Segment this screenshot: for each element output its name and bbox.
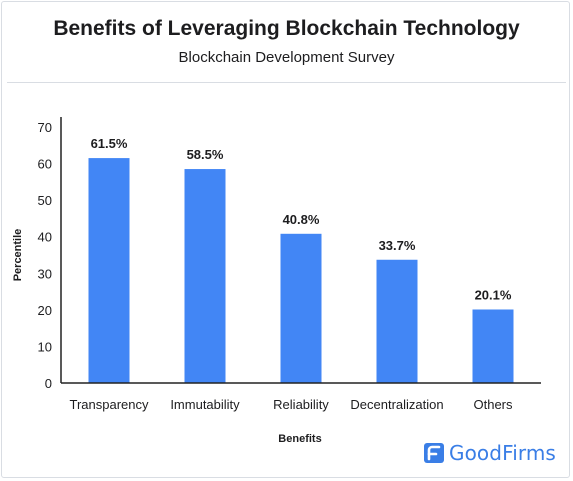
bar bbox=[472, 309, 514, 383]
bar bbox=[280, 233, 322, 383]
x-tick-label: Transparency bbox=[70, 397, 149, 412]
data-label: 61.5% bbox=[91, 136, 128, 151]
y-tick-label: 60 bbox=[38, 157, 52, 172]
x-tick-label: Others bbox=[473, 397, 513, 412]
y-tick-label: 10 bbox=[38, 339, 52, 354]
y-tick-label: 30 bbox=[38, 266, 52, 281]
bar bbox=[376, 259, 418, 383]
header-divider bbox=[7, 82, 566, 83]
bar bbox=[88, 158, 130, 383]
y-axis-title: Percentile bbox=[12, 229, 24, 282]
x-axis-title: Benefits bbox=[278, 433, 321, 445]
x-tick-label: Decentralization bbox=[350, 397, 443, 412]
y-tick-label: 0 bbox=[45, 376, 52, 391]
y-tick-label: 40 bbox=[38, 230, 52, 245]
y-tick-label: 70 bbox=[38, 120, 52, 135]
data-label: 40.8% bbox=[283, 212, 320, 227]
chart-title: Benefits of Leveraging Blockchain Techno… bbox=[53, 17, 520, 40]
brand-logo: GoodFirms bbox=[424, 440, 556, 466]
bar bbox=[184, 169, 226, 383]
brand-name: GoodFirms bbox=[449, 441, 556, 465]
x-tick-label: Reliability bbox=[273, 397, 329, 412]
chart-subtitle: Blockchain Development Survey bbox=[178, 49, 395, 66]
y-tick-label: 50 bbox=[38, 193, 52, 208]
data-label: 58.5% bbox=[187, 147, 224, 162]
x-tick-label: Immutability bbox=[170, 397, 240, 412]
goodfirms-logo-icon bbox=[424, 443, 444, 463]
y-tick-label: 20 bbox=[38, 303, 52, 318]
data-label: 33.7% bbox=[379, 238, 416, 253]
data-label: 20.1% bbox=[475, 287, 512, 302]
